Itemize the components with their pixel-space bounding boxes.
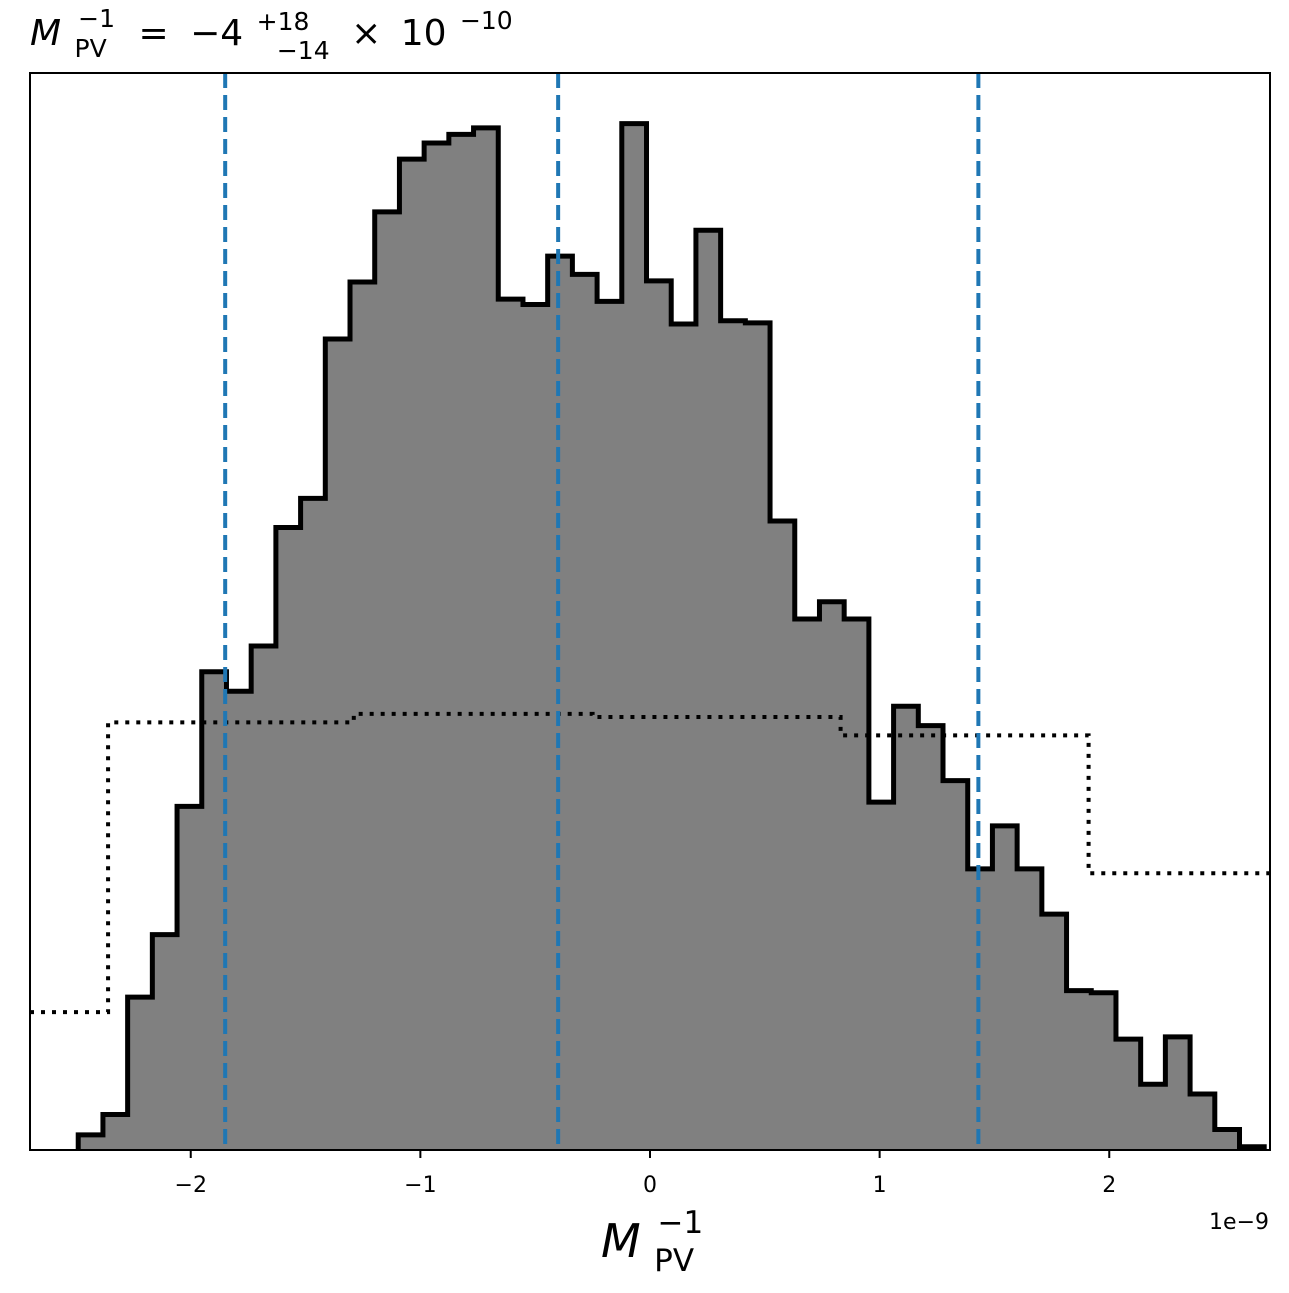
posterior-bar [374, 211, 401, 1151]
posterior-bar [152, 934, 178, 1150]
x-tick-label: −1 [404, 1173, 436, 1198]
title-upper-error: +18 [257, 7, 310, 36]
title-times: × [351, 13, 381, 54]
prior-step-line [30, 711, 1270, 1015]
posterior-bar [868, 802, 895, 1150]
posterior-bar [399, 159, 425, 1150]
posterior-bar [547, 256, 573, 1151]
posterior-bar [819, 601, 845, 1150]
posterior-bar [1190, 1093, 1216, 1150]
posterior-bar [671, 323, 697, 1150]
x-axis-label: M PV −1 [601, 1205, 706, 1280]
x-tick-label: 2 [1102, 1173, 1116, 1198]
posterior-bar [448, 134, 475, 1150]
posterior-bar [943, 780, 969, 1150]
posterior-bar [695, 230, 722, 1150]
posterior-bar [522, 304, 549, 1150]
posterior-bar [498, 299, 524, 1150]
posterior-bar [473, 127, 499, 1150]
x-axis-ticks: −2 −1 0 1 2 [175, 1150, 1116, 1198]
title-symbol: M [30, 13, 61, 54]
posterior-bar [893, 706, 919, 1150]
posterior-bars [78, 123, 1265, 1151]
posterior-bar [127, 997, 153, 1150]
xlabel-superscript: −1 [658, 1205, 704, 1241]
posterior-bar [770, 521, 796, 1150]
posterior-bar [1140, 1084, 1166, 1150]
title-value: −4 [190, 13, 243, 54]
title-subscript: PV [75, 34, 107, 63]
xlabel-symbol: M [601, 1214, 641, 1268]
posterior-bar [1041, 914, 1068, 1150]
title-base: 10 [401, 13, 447, 54]
plot-area [30, 73, 1270, 1151]
posterior-bar [1115, 1039, 1142, 1150]
posterior-bar [794, 619, 821, 1150]
posterior-bar [275, 527, 302, 1150]
posterior-bar [78, 1134, 104, 1150]
posterior-bar [325, 339, 351, 1150]
posterior-bar [1017, 868, 1043, 1150]
posterior-bar [226, 691, 252, 1150]
chart-title: M PV −1 = −4 +18 −14 × 10 −10 [30, 0, 513, 68]
x-tick-label: 0 [643, 1173, 657, 1198]
posterior-bar [621, 123, 648, 1150]
xlabel-subscript: PV [654, 1243, 694, 1279]
posterior-bar [844, 619, 870, 1150]
posterior-bar [646, 280, 672, 1151]
posterior-bar [1165, 1036, 1191, 1150]
title-lower-error: −14 [277, 36, 330, 65]
title-exponent: −10 [460, 6, 513, 35]
posterior-bar [745, 322, 771, 1150]
posterior-bar [1214, 1129, 1241, 1150]
posterior-bar [300, 498, 326, 1150]
posterior-bar [1066, 990, 1092, 1150]
posterior-bar [597, 301, 623, 1151]
posterior-bar [992, 825, 1018, 1150]
x-tick-label: 1 [873, 1173, 887, 1198]
x-axis-scale-label: 1e−9 [1209, 1210, 1269, 1235]
posterior-bar [1091, 992, 1117, 1150]
posterior-bar [102, 1114, 129, 1150]
title-equals: = [138, 13, 168, 54]
posterior-bar [918, 725, 944, 1150]
posterior-bar [201, 671, 228, 1150]
posterior-bar [424, 143, 450, 1150]
posterior-bar [720, 320, 746, 1151]
posterior-outline [75, 121, 1267, 1150]
title-superscript: −1 [78, 4, 115, 33]
posterior-bar [177, 806, 203, 1150]
x-tick-label: −2 [175, 1173, 207, 1198]
posterior-bar [251, 645, 277, 1150]
